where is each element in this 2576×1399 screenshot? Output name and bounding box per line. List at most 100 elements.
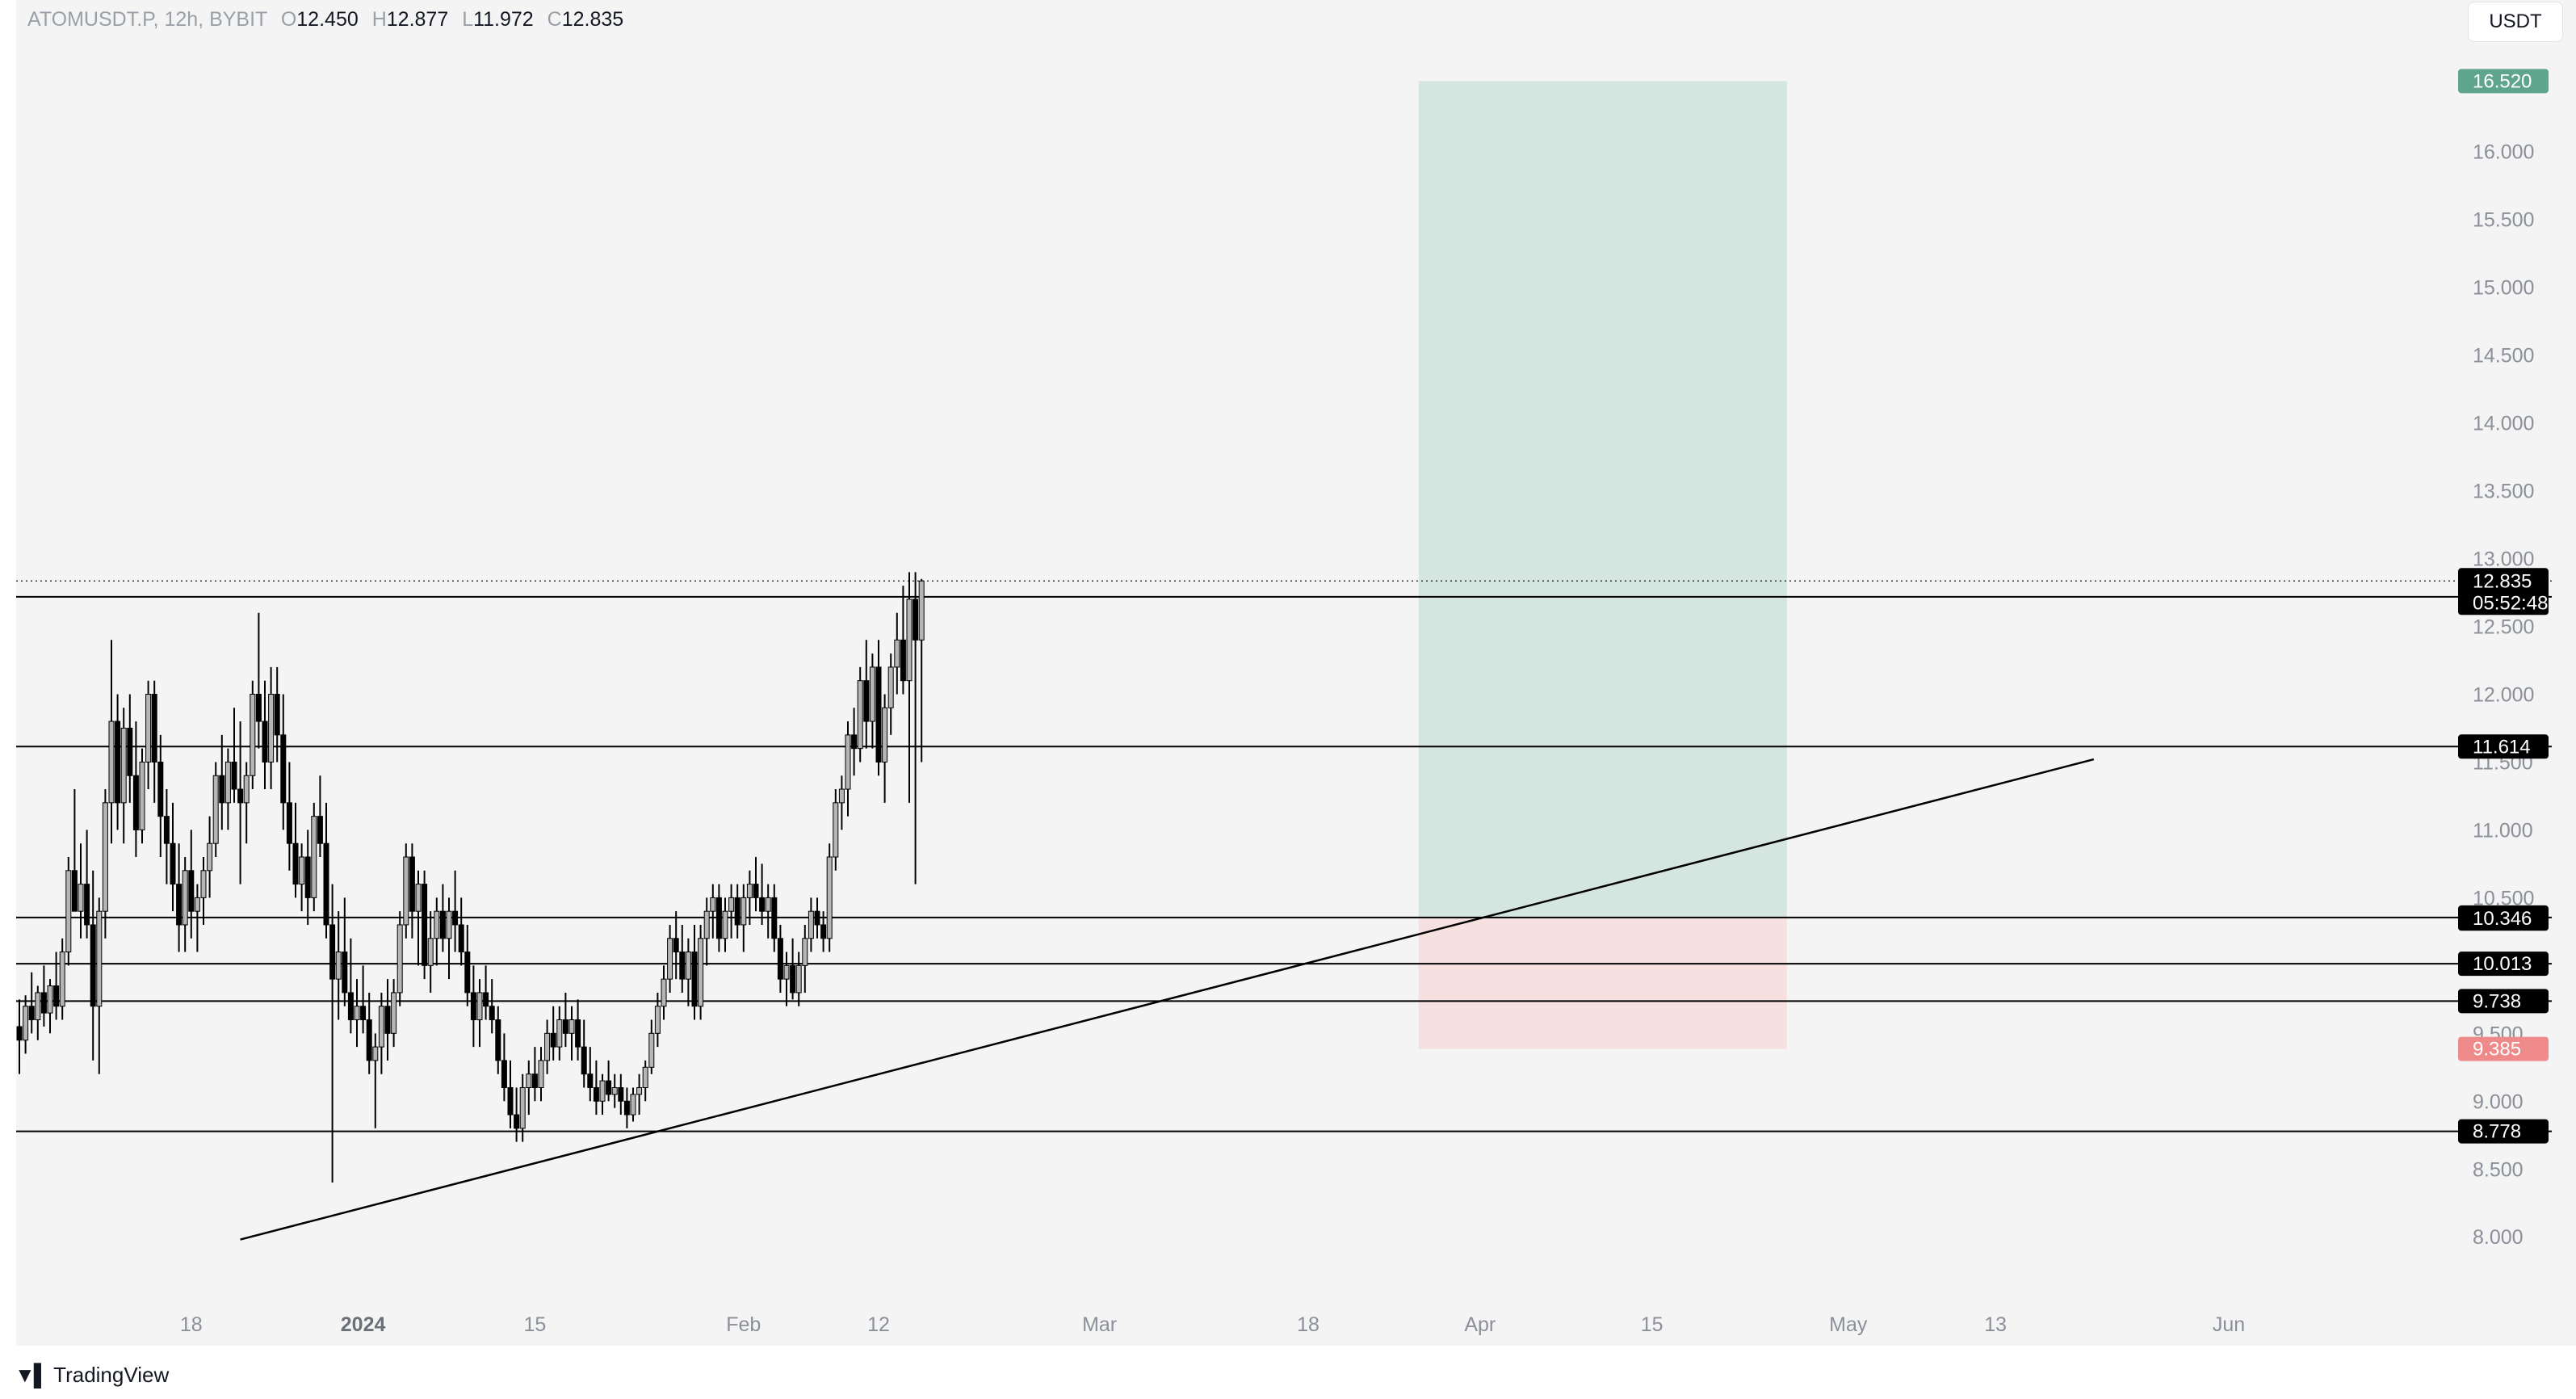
- brand-name: TradingView: [53, 1362, 170, 1387]
- candle: [575, 999, 581, 1061]
- candle: [139, 748, 145, 844]
- candle: [857, 666, 863, 763]
- price-tick-label: 15.500: [2473, 209, 2534, 232]
- candle: [170, 802, 176, 912]
- price-tick-label: 9.000: [2473, 1090, 2524, 1113]
- time-tick-label: 15: [523, 1313, 546, 1336]
- tradingview-logo[interactable]: ▼▌ TradingView: [15, 1359, 169, 1391]
- candle: [630, 1087, 636, 1122]
- profit-zone[interactable]: [1418, 81, 1787, 919]
- candle: [317, 775, 323, 858]
- candle: [360, 965, 367, 1034]
- candle: [53, 952, 60, 1020]
- candle: [391, 979, 397, 1048]
- price-tick-label: 8.500: [2473, 1158, 2524, 1181]
- price-tick-label: 16.000: [2473, 141, 2534, 164]
- candle: [347, 938, 354, 1034]
- candle: [514, 1087, 520, 1142]
- low-value: 11.972: [473, 8, 534, 31]
- candle: [176, 843, 183, 952]
- candle: [409, 843, 415, 939]
- candle: [851, 708, 858, 776]
- candle: [746, 870, 753, 925]
- candle: [765, 884, 771, 939]
- candle: [274, 666, 280, 763]
- candle: [894, 612, 900, 695]
- candle: [661, 965, 667, 1020]
- candle: [531, 1047, 538, 1102]
- trendline[interactable]: [240, 758, 2095, 1241]
- candle: [913, 572, 919, 884]
- high-label: H: [372, 8, 387, 31]
- candle: [636, 1073, 643, 1115]
- candle: [16, 999, 23, 1074]
- candle: [483, 965, 489, 1020]
- level-price-tag: 9.738: [2458, 989, 2549, 1014]
- candle: [581, 1019, 587, 1088]
- candle: [710, 884, 716, 939]
- candle: [667, 924, 673, 993]
- time-tick-label: 18: [1297, 1313, 1319, 1336]
- price-tick-label: 11.000: [2473, 819, 2533, 842]
- candle: [550, 1006, 556, 1061]
- price-tick-label: 14.000: [2473, 413, 2534, 435]
- candle: [820, 911, 827, 952]
- candle: [115, 694, 121, 830]
- candle: [562, 992, 568, 1048]
- candle: [833, 789, 839, 871]
- candle: [489, 979, 495, 1034]
- level-price-tag: 8.778: [2458, 1119, 2549, 1144]
- candle: [538, 1047, 544, 1102]
- candle: [587, 1047, 594, 1102]
- candle: [354, 979, 360, 1048]
- candle: [452, 870, 459, 952]
- candle: [157, 734, 164, 858]
- candle: [918, 578, 925, 763]
- price-tick-label: 12.000: [2473, 683, 2534, 706]
- high-value: 12.877: [387, 8, 448, 31]
- candle: [163, 789, 170, 884]
- stop-price-tag: 9.385: [2458, 1036, 2549, 1061]
- candle: [875, 640, 882, 776]
- low-label: L: [462, 8, 473, 31]
- candle: [224, 748, 231, 830]
- loss-zone[interactable]: [1418, 918, 1787, 1049]
- candle: [28, 972, 35, 1034]
- symbol-label: ATOMUSDT.P, 12h, BYBIT: [27, 8, 267, 31]
- candle: [618, 1073, 624, 1115]
- candle: [845, 721, 851, 817]
- candle: [286, 762, 292, 871]
- candle: [568, 1006, 575, 1061]
- candle: [237, 721, 244, 884]
- candle: [446, 897, 452, 980]
- currency-button[interactable]: USDT: [2468, 2, 2563, 42]
- time-tick-label: 13: [1984, 1313, 2007, 1336]
- candle: [188, 830, 195, 939]
- candle: [415, 870, 422, 966]
- price-tick-label: 14.500: [2473, 345, 2534, 368]
- svg-text:12.835: 12.835: [2473, 570, 2532, 592]
- candle: [47, 979, 53, 1034]
- close-label: C: [548, 8, 562, 31]
- candle: [231, 708, 237, 803]
- candle: [906, 572, 913, 803]
- time-tick-label: 15: [1641, 1313, 1663, 1336]
- time-tick-label: 12: [867, 1313, 890, 1336]
- price-tick-label: 12.500: [2473, 616, 2534, 639]
- candle: [90, 870, 96, 1061]
- tradingview-logo-icon: ▼▌: [15, 1362, 48, 1387]
- time-tick-label: Jun: [2213, 1313, 2245, 1336]
- candle: [108, 640, 115, 844]
- candle: [464, 924, 471, 1006]
- candle: [654, 992, 661, 1048]
- position-zones: [1418, 81, 1787, 1049]
- candle: [685, 938, 691, 1006]
- candle: [673, 911, 679, 980]
- candle: [182, 857, 188, 952]
- time-tick-label: Feb: [726, 1313, 761, 1336]
- candle: [434, 897, 440, 966]
- level-price-tag: 11.614: [2458, 734, 2549, 759]
- candle: [691, 924, 698, 1020]
